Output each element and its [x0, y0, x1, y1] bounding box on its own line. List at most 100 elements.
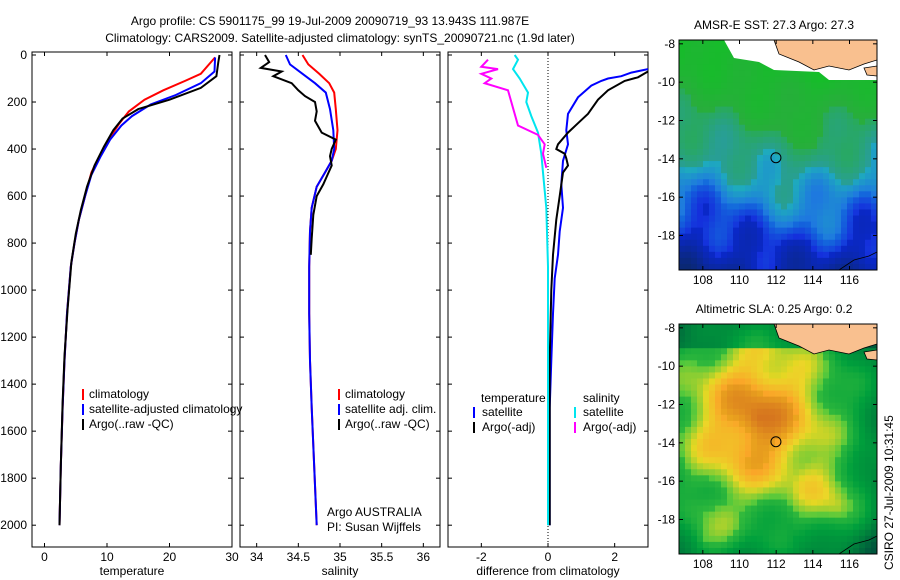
sst_map-cell [835, 227, 842, 235]
sla_map-cell [733, 439, 740, 446]
sst_map-cell [817, 203, 824, 211]
sst_map-cell [841, 130, 848, 138]
sst_map-xtick-label: 112 [767, 273, 786, 287]
sst_map-cell [715, 221, 722, 229]
sla_map-cell [835, 481, 842, 489]
sla_map-cell [745, 360, 752, 367]
sla_map-cell [751, 445, 758, 452]
sla_map-cell [817, 396, 824, 404]
sla_map-cell [829, 414, 836, 422]
sla_map-cell [787, 420, 794, 428]
sla_map-cell [709, 426, 716, 434]
sst_map-cell [781, 124, 788, 132]
sla_map-cell [763, 523, 770, 531]
sst_map-cell [847, 142, 854, 150]
sst_map-cell [787, 239, 794, 247]
sst_map-cell [811, 130, 818, 138]
sst_map-cell [703, 142, 710, 150]
sla_map-cell [865, 451, 872, 458]
sla_map-cell [715, 535, 722, 543]
sla_map-cell [769, 439, 776, 446]
sla_map-cell [799, 354, 806, 361]
sst_map-cell [703, 112, 710, 120]
sla_map-cell [835, 402, 842, 410]
sst_map-cell [745, 173, 752, 180]
sla_map-cell [679, 493, 686, 501]
sst_map-cell [793, 148, 800, 156]
sst_map-cell [841, 161, 848, 168]
sla_map-cell [721, 408, 728, 416]
sla_map-cell [811, 396, 818, 404]
sla_map-cell [715, 463, 722, 470]
sst_map-cell [745, 191, 752, 198]
sst_map-cell [727, 118, 734, 126]
sst_map-cell [709, 82, 716, 90]
sst_map-cell [865, 197, 872, 205]
sla_map-cell [685, 366, 692, 374]
sla_map-cell [727, 505, 734, 513]
sla_map-cell [697, 463, 704, 470]
sla_map-cell [793, 402, 800, 410]
sst_map-cell [685, 227, 692, 235]
sst_map-cell [805, 197, 812, 205]
sst_map-cell [865, 179, 872, 186]
sst_map-cell [691, 185, 698, 192]
sla_map-xtick-label: 108 [693, 557, 713, 571]
sst_map-cell [763, 112, 770, 120]
sla_map-cell [721, 445, 728, 452]
sla_map-cell [859, 402, 866, 410]
sla_map-cell [685, 426, 692, 434]
sla_map-cell [703, 517, 710, 525]
sla_map-cell [739, 408, 746, 416]
sla_map-cell [715, 330, 722, 337]
sla_map-cell [751, 414, 758, 422]
sst_map-cell [781, 106, 788, 114]
sla_map-cell [841, 469, 848, 476]
sst_map-cell [703, 46, 710, 53]
sst_map-cell [697, 136, 704, 144]
sla_map-cell [787, 426, 794, 434]
sst_map-cell [811, 70, 818, 77]
sla_map-cell [823, 463, 830, 470]
sla_map-cell [751, 432, 758, 440]
sla_map-cell [727, 463, 734, 470]
sst_map-cell [829, 88, 836, 96]
sst_map-cell [727, 209, 734, 217]
sst_map-cell [811, 239, 818, 247]
sst_map-cell [691, 215, 698, 223]
sst_map-cell [733, 257, 740, 265]
sla_map-cell [691, 432, 698, 440]
sla_map-cell [697, 396, 704, 404]
sla_map-cell [823, 432, 830, 440]
sla_map-cell [757, 517, 764, 525]
sst_map-cell [781, 191, 788, 198]
sst_map-cell [721, 155, 728, 162]
sst_map-cell [739, 130, 746, 138]
sst_map-cell [787, 161, 794, 168]
sla_map-cell [745, 366, 752, 374]
sla_map-cell [799, 523, 806, 531]
sla_map-cell [799, 348, 806, 355]
sla_map-cell [781, 384, 788, 392]
sst_map-xtick-label: 116 [840, 273, 859, 287]
sla_map-cell [853, 396, 860, 404]
sst_map-cell [703, 155, 710, 162]
sst_map-ytick-label: -16 [658, 190, 676, 204]
sst_map-cell [745, 118, 752, 126]
sla_map-cell [841, 426, 848, 434]
depth-tick-label: 1000 [0, 283, 27, 297]
sla_map-cell [865, 402, 872, 410]
sst_map-cell [835, 251, 842, 259]
sst_map-cell [829, 257, 836, 265]
sla_map-cell [763, 505, 770, 513]
sla_map-cell [787, 475, 794, 482]
sst_map-cell [787, 227, 794, 235]
sla_map-cell [841, 445, 848, 452]
sla_map-cell [733, 432, 740, 440]
sst_map-cell [709, 233, 716, 241]
sst_map-cell [859, 100, 866, 108]
sst_map-cell [793, 203, 800, 211]
sst_map-cell [733, 148, 740, 156]
sla_map-cell [811, 469, 818, 476]
sst_map-cell [727, 257, 734, 265]
